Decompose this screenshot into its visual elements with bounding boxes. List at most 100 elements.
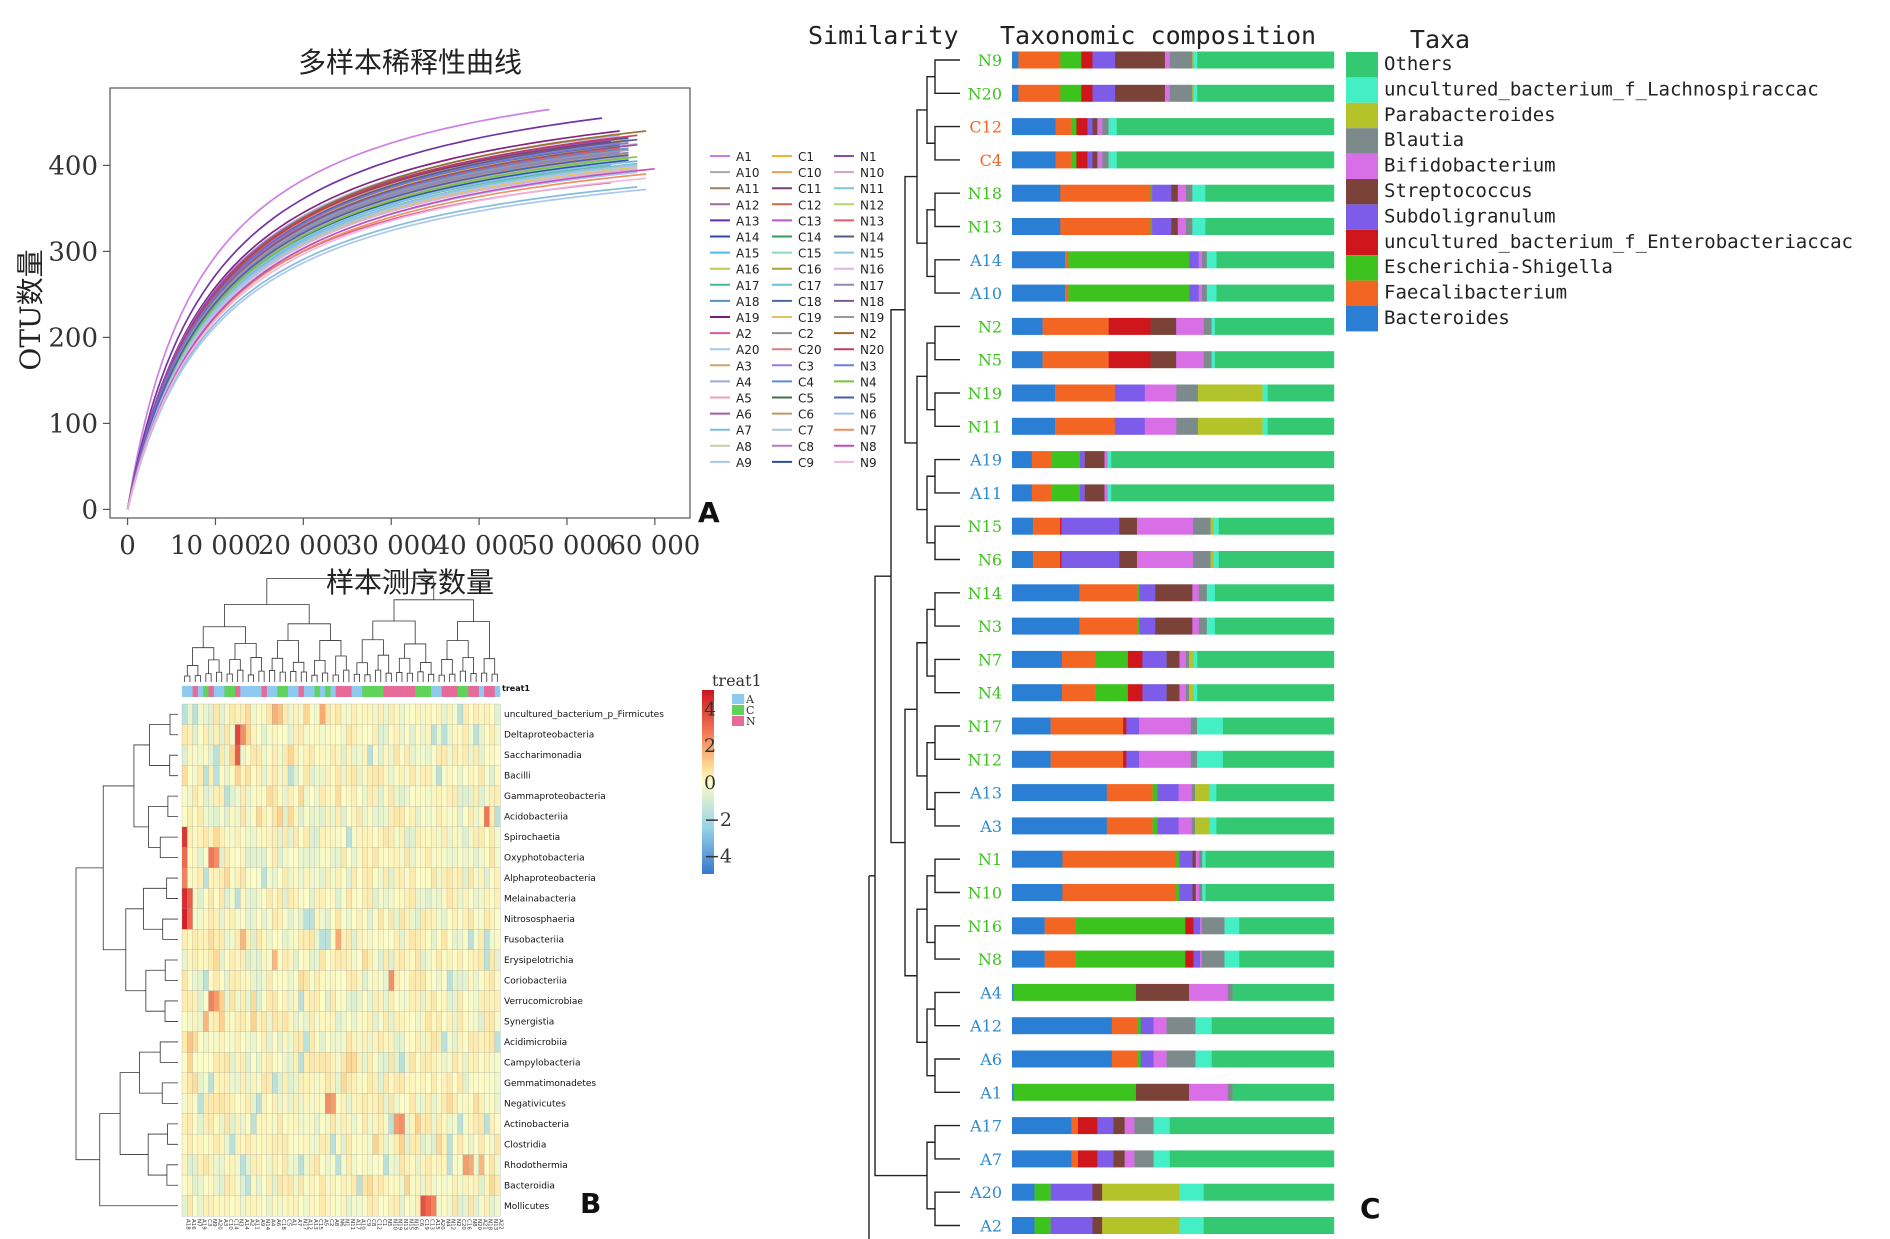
heatmap-cell: [197, 1031, 204, 1053]
sample-label-a1: A1: [979, 1083, 1002, 1102]
sample-label-a13: A13: [969, 784, 1002, 803]
heatmap-cell: [229, 847, 236, 869]
group-band-cell: [293, 686, 299, 697]
heatmap-column-label: A18: [185, 1219, 191, 1230]
heatmap-cell: [293, 703, 300, 725]
heatmap-cell: [483, 929, 490, 951]
dendrogram-branch: [934, 658, 960, 694]
heatmap-cell: [335, 1031, 342, 1053]
bar-segment-n19: [1267, 384, 1335, 402]
heatmap-cell: [203, 703, 209, 725]
bar-segment-a2: [1034, 1217, 1051, 1234]
bar-segment-n20: [1092, 84, 1116, 102]
heatmap-cell: [303, 703, 310, 725]
heatmap-cell: [356, 1052, 363, 1074]
heatmap-cell: [213, 703, 220, 725]
heatmap-cell: [213, 990, 220, 1012]
group-band-cell: [250, 686, 257, 697]
heatmap-cell: [425, 929, 432, 951]
heatmap-cell: [303, 1113, 310, 1135]
heatmap-cell: [494, 826, 501, 848]
bar-segment-n8: [1193, 950, 1201, 968]
heatmap-cell: [197, 888, 204, 910]
taxa-legend-swatch: [1346, 306, 1378, 332]
heatmap-cell: [309, 785, 315, 807]
heatmap-cell: [293, 785, 300, 807]
heatmap-cell: [229, 1011, 236, 1033]
heatmap-cell: [192, 1052, 199, 1074]
heatmap-cell: [356, 1113, 363, 1135]
legend-label-n12: N12: [860, 198, 884, 212]
group-band-cell: [224, 686, 230, 697]
heatmap-cell: [192, 990, 199, 1012]
heatmap-cell: [213, 929, 220, 951]
heatmap-cell: [335, 1133, 342, 1155]
heatmap-cell: [324, 1031, 331, 1053]
heatmap-cell: [271, 765, 278, 787]
bar-segment-a4: [1232, 983, 1335, 1001]
heatmap-cell: [203, 990, 209, 1012]
heatmap-cell: [218, 765, 225, 787]
heatmap-cell: [245, 765, 252, 787]
group-band-cell: [314, 686, 321, 697]
heatmap-cell: [187, 1092, 194, 1115]
bar-segment-c12: [1108, 118, 1117, 136]
heatmap-cell: [372, 1031, 379, 1053]
bar-segment-a6: [1211, 1050, 1335, 1068]
heatmap-cell: [266, 847, 273, 869]
heatmap-cell: [309, 908, 315, 930]
heatmap-cell: [372, 703, 379, 725]
bar-segment-a4: [1013, 983, 1137, 1001]
heatmap-cell: [468, 1195, 474, 1217]
heatmap-cell: [377, 785, 384, 807]
heatmap-cell: [415, 847, 421, 869]
heatmap-cell: [399, 1113, 406, 1135]
heatmap-column-label: N13: [492, 1219, 498, 1231]
heatmap-cell: [409, 1113, 416, 1135]
heatmap-cell: [303, 1011, 310, 1033]
heatmap-cell: [494, 785, 501, 807]
heatmap-cell: [478, 1154, 485, 1176]
heatmap-cell: [335, 908, 342, 930]
heatmap-cell: [388, 1031, 395, 1053]
column-dendrogram-branch: [446, 640, 469, 660]
heatmap-cell: [489, 826, 496, 848]
heatmap-cell: [261, 1072, 268, 1094]
heatmap-cell: [197, 1195, 204, 1217]
heatmap-cell: [383, 1174, 390, 1196]
heatmap-cell: [351, 765, 358, 787]
bar-segment-n1: [1205, 850, 1335, 868]
rarefaction-legend: A1A10A11A12A13A14A15A16A17A18A19A2A20A3A…: [710, 150, 884, 470]
heatmap-cell: [250, 785, 257, 807]
heatmap-cell: [372, 970, 379, 992]
heatmap-cell: [229, 724, 236, 746]
heatmap-cell: [356, 1154, 363, 1176]
heatmap-cell: [229, 1154, 236, 1176]
heatmap-cell: [383, 1092, 390, 1115]
heatmap-cell: [271, 1154, 278, 1176]
heatmap-cell: [420, 888, 427, 910]
sample-label-a17: A17: [969, 1117, 1002, 1136]
heatmap-cell: [468, 929, 474, 951]
bar-segment-n4: [1193, 684, 1198, 702]
heatmap-cell: [287, 1011, 294, 1033]
heatmap-cell: [452, 888, 459, 910]
heatmap-column-label: N8: [471, 1219, 477, 1227]
heatmap-cell: [388, 724, 395, 746]
bar-segment-n4: [1127, 684, 1143, 702]
heatmap-cell: [478, 888, 485, 910]
heatmap-cell: [494, 1052, 501, 1074]
bar-segment-a17: [1078, 1117, 1098, 1135]
heatmap-cell: [483, 908, 490, 930]
dendrogram-branch: [916, 375, 927, 511]
dendrogram-branch: [926, 75, 935, 144]
heatmap-cell: [266, 765, 273, 787]
heatmap-cell: [287, 888, 294, 910]
heatmap-cell: [489, 970, 496, 992]
heatmap-cell: [356, 765, 363, 787]
bar-segment-a7: [1097, 1150, 1114, 1168]
heatmap-cell: [245, 970, 252, 992]
bar-segment-a14: [1198, 251, 1203, 269]
heatmap-cell: [224, 1052, 231, 1074]
heatmap-cell: [452, 970, 459, 992]
